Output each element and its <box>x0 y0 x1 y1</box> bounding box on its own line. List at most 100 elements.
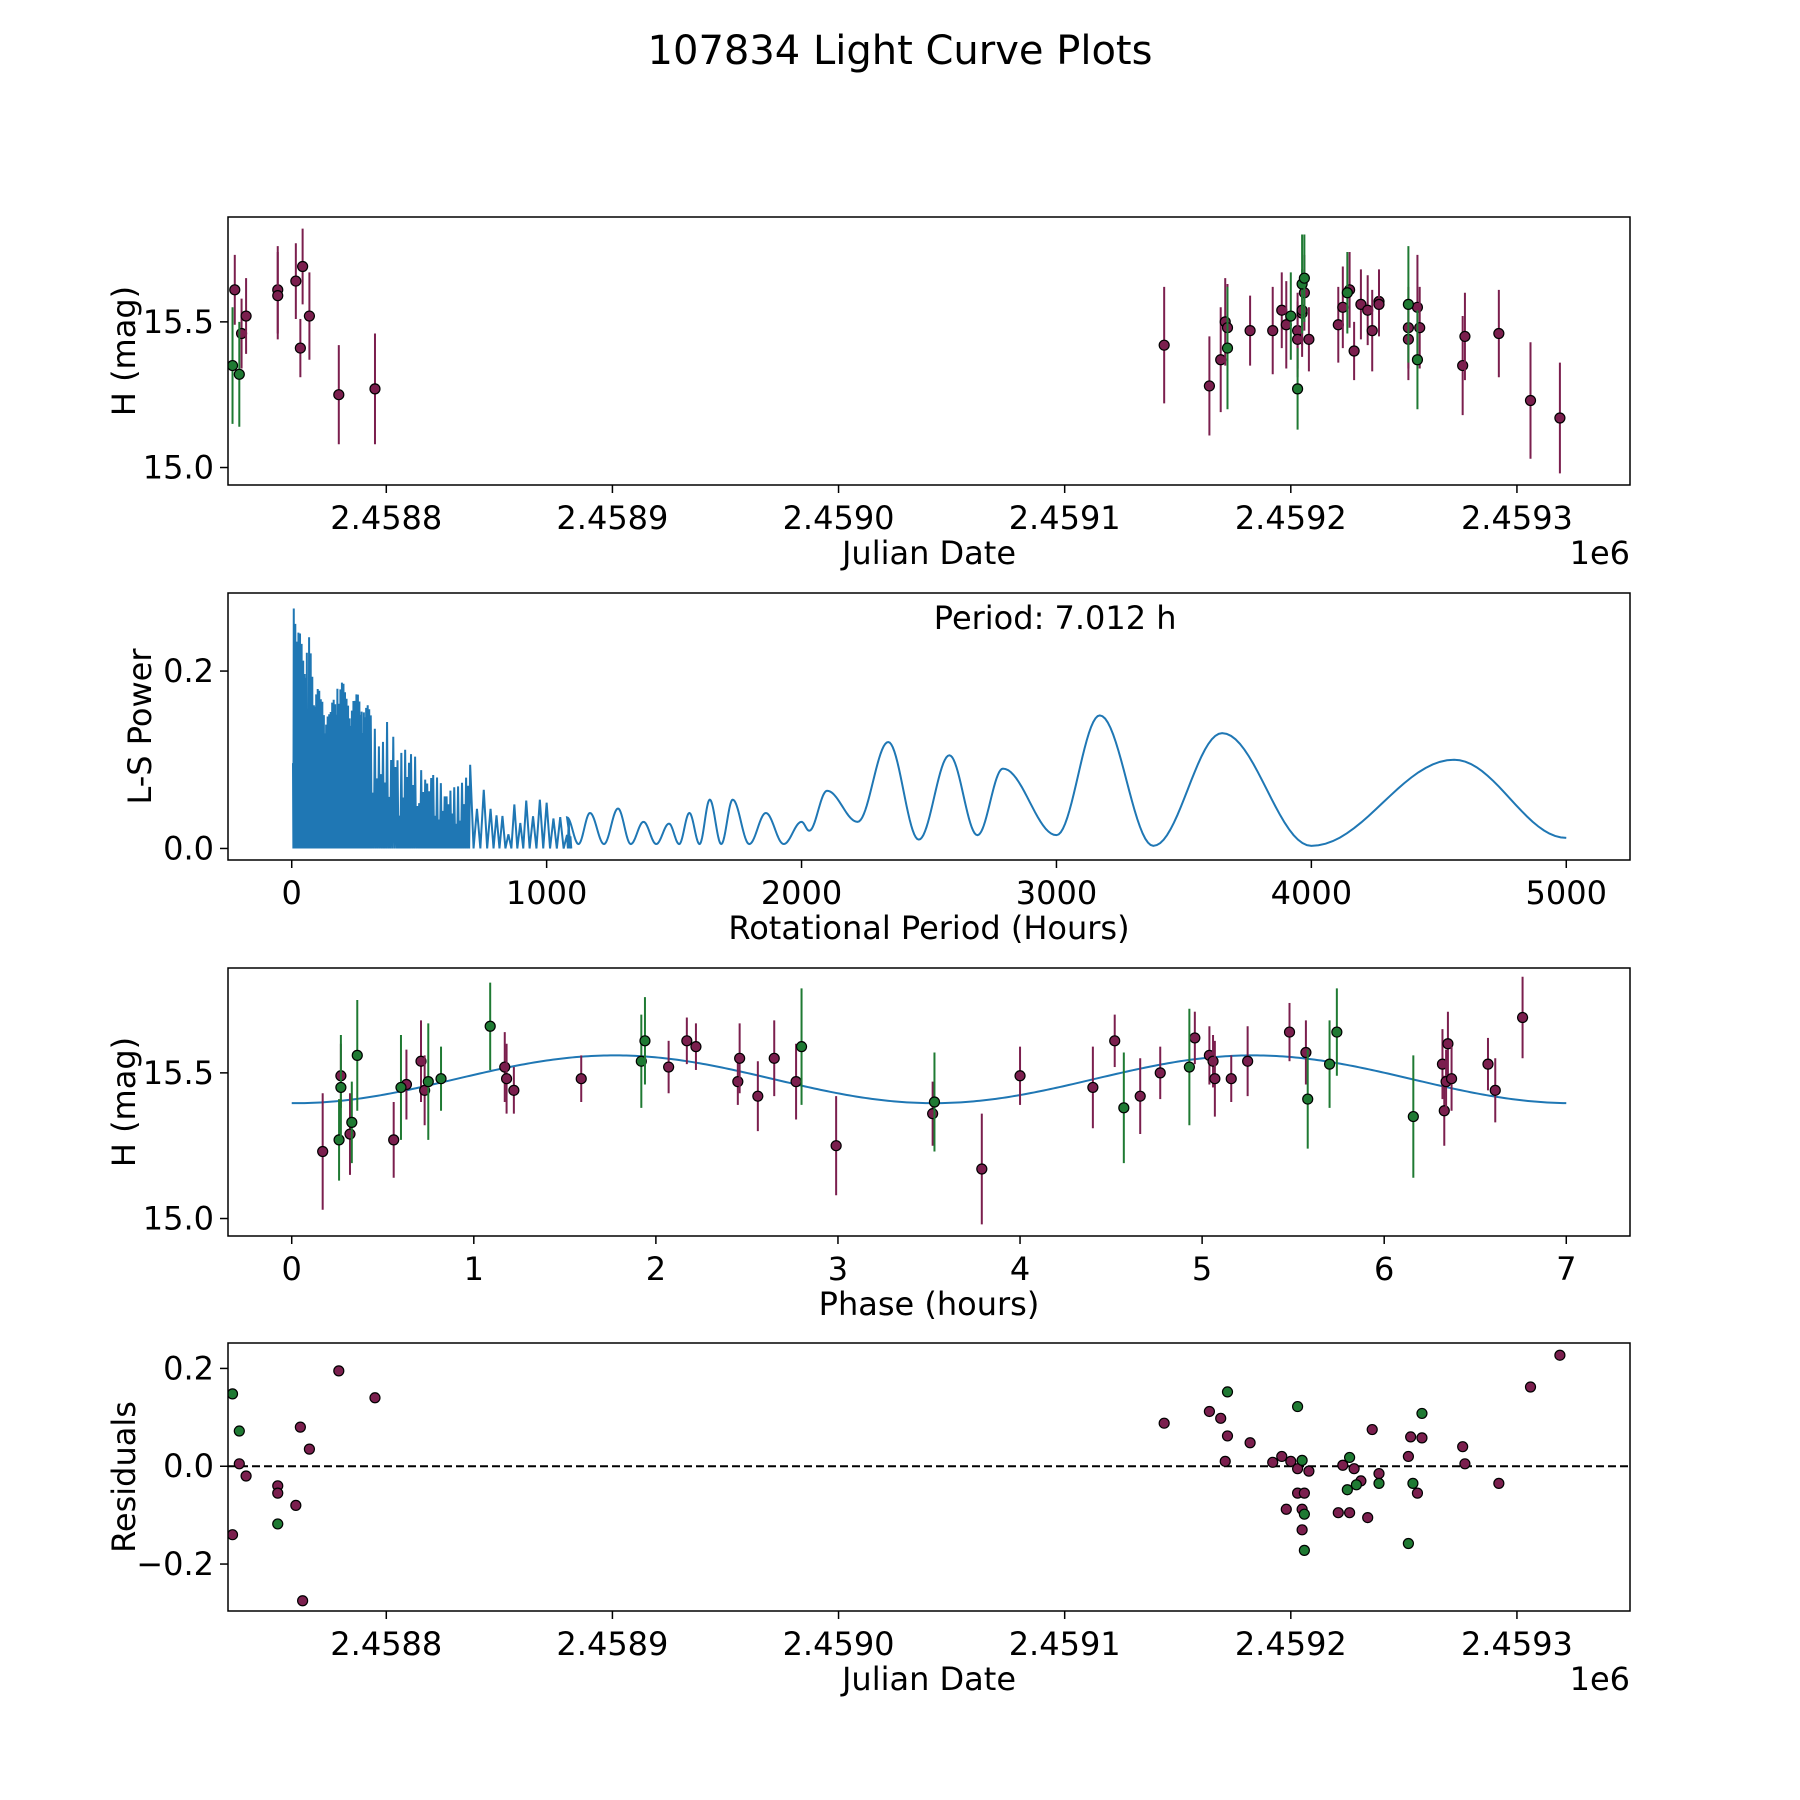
data-point <box>830 1140 842 1152</box>
data-point <box>1225 1073 1237 1085</box>
data-point <box>1203 1405 1216 1418</box>
plot-area <box>228 228 1566 474</box>
x-tick-label: 3000 <box>1016 874 1097 912</box>
data-point <box>500 1073 513 1085</box>
data-point <box>1276 304 1288 316</box>
data-point <box>1331 1026 1343 1038</box>
data-point <box>663 1061 675 1073</box>
data-point <box>1445 1073 1458 1085</box>
data-point <box>1244 1437 1256 1449</box>
data-point <box>1459 330 1471 343</box>
data-point <box>1296 1524 1308 1536</box>
x-tick-label: 2.4593 <box>1461 1625 1573 1663</box>
data-point <box>233 368 245 380</box>
data-point <box>1221 342 1234 354</box>
data-point <box>1414 322 1426 334</box>
data-point <box>228 359 239 372</box>
data-point <box>1343 1507 1356 1519</box>
data-point <box>388 1134 400 1146</box>
axes-frame <box>227 1342 1631 1612</box>
data-point <box>297 1595 309 1607</box>
x-tick-label: 2.4593 <box>1461 499 1573 537</box>
x-tick-label: 2.4590 <box>783 1625 895 1663</box>
data-point <box>335 1081 347 1094</box>
data-point <box>303 310 316 322</box>
y-tick-label: 0.0 <box>163 829 214 867</box>
data-point <box>1298 1487 1310 1499</box>
x-tick-label: 2.4592 <box>1235 499 1347 537</box>
data-point <box>635 1055 647 1067</box>
data-point <box>1291 1400 1304 1413</box>
axes-frame <box>227 216 1631 486</box>
data-point <box>1489 1084 1501 1096</box>
data-point <box>1442 1038 1454 1050</box>
data-point <box>1362 1511 1374 1524</box>
data-point <box>1373 1467 1385 1480</box>
data-point <box>1280 1503 1292 1515</box>
data-point <box>303 1443 316 1455</box>
data-point <box>499 1061 511 1073</box>
y-tick-label: 0.2 <box>163 1349 214 1387</box>
data-point <box>1405 1431 1417 1443</box>
data-point <box>1267 325 1279 337</box>
data-point <box>317 1145 329 1158</box>
data-point <box>228 1388 239 1400</box>
data-point <box>1402 1450 1414 1463</box>
data-point <box>1332 319 1344 331</box>
data-point <box>976 1163 988 1175</box>
data-point <box>681 1035 693 1047</box>
x-tick-label: 2.4589 <box>556 1625 668 1663</box>
data-point <box>1416 1432 1428 1444</box>
data-point <box>1154 1067 1166 1079</box>
data-point <box>297 260 309 273</box>
data-point <box>290 275 302 287</box>
data-point <box>229 284 241 296</box>
data-point <box>1291 383 1304 395</box>
data-point <box>1285 1455 1297 1467</box>
x-tick-label: 6 <box>1374 1250 1394 1288</box>
data-point <box>1457 1441 1469 1453</box>
data-point <box>1348 1463 1360 1475</box>
data-point <box>1298 1544 1310 1556</box>
x-tick-label: 4 <box>1010 1250 1030 1288</box>
y-axis-label: H (mag) <box>105 286 143 416</box>
data-point <box>690 1041 702 1053</box>
data-point <box>1189 1032 1201 1044</box>
x-tick-label: 2.4591 <box>1009 1625 1121 1663</box>
x-tick-label: 0 <box>282 874 302 912</box>
data-point <box>484 1020 496 1032</box>
data-point <box>369 383 381 395</box>
data-point <box>1457 359 1469 372</box>
data-point <box>1303 1465 1315 1477</box>
data-point <box>240 1470 252 1482</box>
y-tick-label: 0.2 <box>163 652 214 690</box>
data-point <box>1332 1507 1344 1519</box>
data-point <box>1373 298 1385 310</box>
data-point <box>1303 333 1315 345</box>
x-tick-label: 2 <box>646 1250 666 1288</box>
data-point <box>228 1529 239 1541</box>
data-point <box>1341 1484 1353 1496</box>
data-point <box>333 389 345 401</box>
data-point <box>1285 310 1297 322</box>
x-tick-label: 2.4592 <box>1235 1625 1347 1663</box>
x-axis-label: Julian Date <box>840 1660 1016 1698</box>
x-tick-label: 2.4588 <box>330 1625 442 1663</box>
x-tick-label: 2.4588 <box>330 499 442 537</box>
data-point <box>639 1035 651 1047</box>
data-point <box>1459 1458 1471 1470</box>
y-tick-label: 0.0 <box>163 1447 214 1485</box>
data-point <box>1242 1055 1254 1067</box>
data-point <box>1291 1463 1304 1475</box>
period-annotation: Period: 7.012 h <box>934 599 1177 637</box>
data-point <box>1298 1508 1310 1520</box>
data-point <box>1407 1110 1419 1123</box>
data-point <box>732 1076 744 1088</box>
data-point <box>508 1084 520 1096</box>
data-point <box>1337 301 1349 313</box>
y-tick-label: 15.0 <box>143 1200 214 1238</box>
data-point <box>1118 1102 1130 1114</box>
data-point <box>1362 304 1374 316</box>
data-point <box>1203 380 1216 392</box>
